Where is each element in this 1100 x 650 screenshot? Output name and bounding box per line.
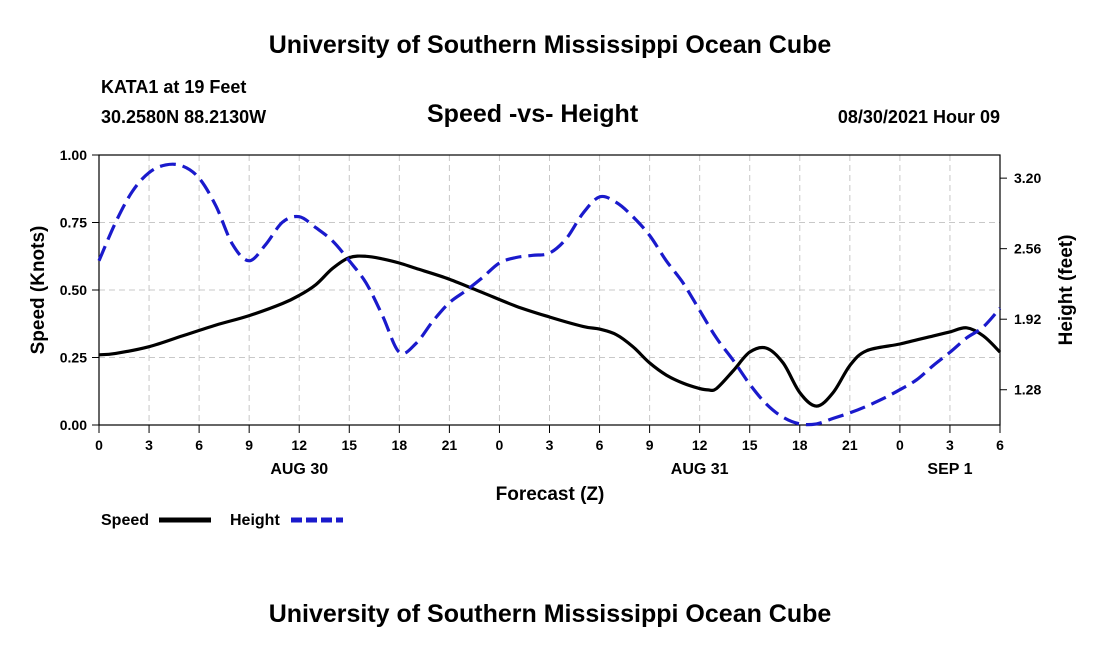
date-label: AUG 30 (270, 461, 328, 478)
y2-tick-label: 3.20 (1014, 170, 1041, 186)
x-tick-label: 12 (291, 437, 307, 453)
x-tick-label: 0 (896, 437, 904, 453)
x-tick-label: 18 (392, 437, 408, 453)
x-tick-label: 15 (341, 437, 357, 453)
date-label: SEP 1 (927, 461, 972, 478)
legend-label-height: Height (230, 512, 280, 529)
grid (99, 155, 1000, 425)
legend-label-speed: Speed (101, 512, 149, 529)
x-tick-label: 12 (692, 437, 708, 453)
y-axis-title: Speed (Knots) (28, 226, 49, 355)
station-label: KATA1 at 19 Feet (101, 77, 247, 97)
x-tick-label: 6 (195, 437, 203, 453)
series-line-height (97, 162, 1002, 427)
x-tick-label: 0 (95, 437, 103, 453)
axis-ticks: 0 3 6 9 12 15 18 21 0 3 6 9 12 15 18 21 0 3 6 AUG 30 AUG 31 S… (60, 147, 1042, 478)
x-tick-label: 3 (145, 437, 153, 453)
issued-datetime: 08/30/2021 Hour 09 (837, 107, 1000, 127)
y-tick-label: 0.75 (60, 215, 87, 231)
y-tick-label: 0.25 (60, 350, 87, 366)
x-axis-title: Forecast (Z) (496, 484, 605, 505)
x-tick-label: 6 (596, 437, 604, 453)
x-tick-label: 21 (442, 437, 458, 453)
y-tick-label: 0.00 (60, 417, 87, 433)
y-tick-label: 1.00 (60, 147, 87, 163)
y2-tick-label: 1.92 (1014, 311, 1041, 327)
x-tick-label: 21 (842, 437, 858, 453)
x-tick-label: 3 (546, 437, 554, 453)
x-tick-label: 15 (742, 437, 758, 453)
x-tick-label: 0 (496, 437, 504, 453)
x-tick-label: 6 (996, 437, 1004, 453)
speed-height-chart: 0 3 6 9 12 15 18 21 0 3 6 9 12 15 18 21 0 3 6 AUG 30 AUG 31 S… (28, 147, 1077, 529)
y2-tick-label: 1.28 (1014, 382, 1041, 398)
y-tick-label: 0.50 (60, 282, 87, 298)
y2-tick-label: 2.56 (1014, 241, 1041, 257)
y2-axis-title: Height (feet) (1056, 235, 1077, 346)
series-line-speed (98, 254, 1002, 408)
coordinates-label: 30.2580N 88.2130W (101, 107, 267, 127)
top-title: University of Southern Mississippi Ocean… (268, 31, 832, 59)
x-tick-label: 9 (245, 437, 253, 453)
legend: Speed Height (101, 512, 343, 529)
plot-title: Speed -vs- Height (427, 100, 639, 128)
bottom-title: University of Southern Mississippi Ocean… (268, 600, 832, 628)
series-lines (97, 162, 1002, 427)
x-tick-label: 9 (646, 437, 654, 453)
x-tick-label: 18 (792, 437, 808, 453)
date-label: AUG 31 (671, 461, 729, 478)
x-tick-label: 3 (946, 437, 954, 453)
